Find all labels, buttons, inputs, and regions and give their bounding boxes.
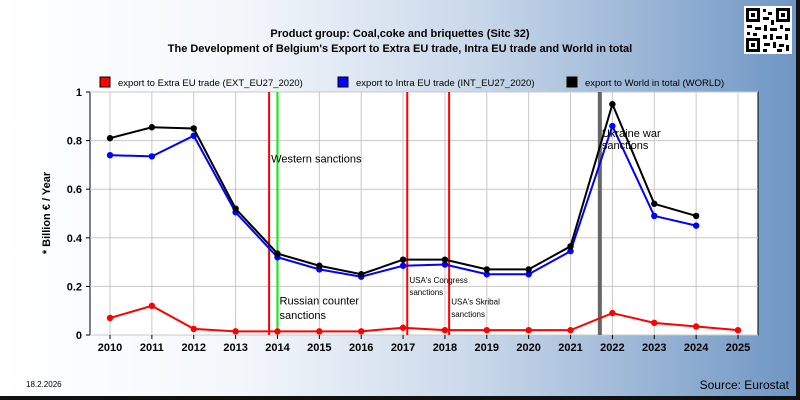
data-point xyxy=(609,100,616,108)
x-tick-label: 2017 xyxy=(391,342,415,354)
chart-subtitle: The Development of Belgium's Export to E… xyxy=(168,43,632,55)
data-point xyxy=(734,326,742,334)
data-point xyxy=(483,271,490,278)
data-point xyxy=(692,222,700,229)
event-label: Ukraine war xyxy=(602,128,661,140)
y-tick-label: 0.2 xyxy=(67,281,82,293)
x-tick-label: 2013 xyxy=(223,342,247,354)
data-point xyxy=(609,309,616,317)
data-point xyxy=(692,323,700,330)
x-tick-label: 2020 xyxy=(516,342,540,354)
event-labels: Western sanctions Russian counter sanction… xyxy=(271,128,661,322)
data-point xyxy=(399,256,407,263)
series-line-0 xyxy=(109,304,739,333)
data-point xyxy=(106,151,114,159)
legend: export to Extra EU trade (EXT_EU27_2020)… xyxy=(99,76,724,89)
event-label: sanctions xyxy=(602,140,649,152)
data-point xyxy=(148,153,156,160)
data-point xyxy=(232,205,239,212)
footer-date: 18.2.2026 xyxy=(26,380,62,389)
data-point xyxy=(692,212,700,220)
chart-title: Product group: Coal,coke and briquettes … xyxy=(270,28,529,40)
data-point xyxy=(651,212,658,220)
data-point xyxy=(525,326,532,334)
event-label: Western sanctions xyxy=(271,153,362,165)
y-axis-label: * Billion € / Year xyxy=(41,171,53,254)
event-label: sanctions xyxy=(409,288,443,297)
footer-source: Source: Eurostat xyxy=(700,378,790,392)
x-tick-label: 2012 xyxy=(181,342,205,354)
y-tick-label: 1 xyxy=(76,87,82,99)
legend-label: export to World in total (WORLD) xyxy=(585,78,724,89)
event-lines xyxy=(268,92,602,335)
y-tick-label: 0.8 xyxy=(67,136,82,148)
data-point xyxy=(274,328,281,335)
x-tick-label: 2019 xyxy=(475,342,499,354)
x-tick-label: 2014 xyxy=(265,342,290,354)
y-tick-label: 0.4 xyxy=(67,233,83,245)
y-axis-ticks: 0 0.2 0.4 0.6 0.8 1 xyxy=(67,87,90,342)
event-label: USA's Skribal xyxy=(451,298,500,307)
data-point xyxy=(525,271,532,278)
data-point xyxy=(316,262,323,269)
data-point xyxy=(567,326,574,334)
x-tick-label: 2018 xyxy=(433,342,457,354)
x-tick-label: 2021 xyxy=(558,342,582,354)
event-label: Russian counter xyxy=(280,296,360,308)
y-tick-label: 0.6 xyxy=(67,184,82,196)
x-axis-ticks: 2010 2011 2012 2013 2014 2015 2016 2017 2018 2019… xyxy=(98,335,750,354)
event-label: sanctions xyxy=(280,310,327,322)
data-point xyxy=(441,256,449,263)
event-label: USA's Congress xyxy=(409,276,467,285)
data-point xyxy=(232,328,239,335)
data-point xyxy=(148,302,156,310)
x-tick-label: 2016 xyxy=(349,342,373,354)
legend-swatch xyxy=(566,76,578,88)
qr-code-icon xyxy=(744,6,792,54)
data-point xyxy=(190,325,197,333)
legend-label: export to Extra EU trade (EXT_EU27_2020) xyxy=(118,78,303,89)
x-tick-label: 2010 xyxy=(98,342,122,354)
data-point xyxy=(148,124,156,131)
series-lines xyxy=(106,100,742,335)
data-point xyxy=(651,319,658,327)
data-point xyxy=(274,250,281,257)
data-point xyxy=(106,314,114,322)
x-tick-label: 2011 xyxy=(140,342,164,354)
data-point xyxy=(483,266,490,273)
data-point xyxy=(609,122,616,130)
data-point xyxy=(441,261,449,268)
data-point xyxy=(399,324,407,331)
legend-swatch xyxy=(99,76,111,88)
data-point xyxy=(441,326,449,334)
data-point xyxy=(190,132,197,139)
x-tick-label: 2023 xyxy=(642,342,666,354)
data-point xyxy=(483,326,490,334)
event-label: sanctions xyxy=(451,310,485,319)
legend-swatch xyxy=(337,76,349,88)
legend-label: export to Intra EU trade (INT_EU27_2020) xyxy=(356,78,534,89)
data-point xyxy=(399,262,407,269)
data-point xyxy=(106,134,114,142)
data-point xyxy=(358,271,365,278)
data-point xyxy=(190,125,197,132)
data-point xyxy=(567,247,574,255)
data-point xyxy=(651,200,658,207)
plot-area xyxy=(89,91,759,336)
x-tick-label: 2022 xyxy=(600,342,624,354)
x-tick-label: 2025 xyxy=(726,342,750,354)
x-tick-label: 2024 xyxy=(684,342,709,354)
y-tick-label: 0 xyxy=(76,330,82,342)
data-point xyxy=(358,328,365,335)
data-point xyxy=(525,266,532,273)
data-point xyxy=(316,328,323,335)
data-point xyxy=(567,243,574,250)
x-tick-label: 2015 xyxy=(307,342,331,354)
